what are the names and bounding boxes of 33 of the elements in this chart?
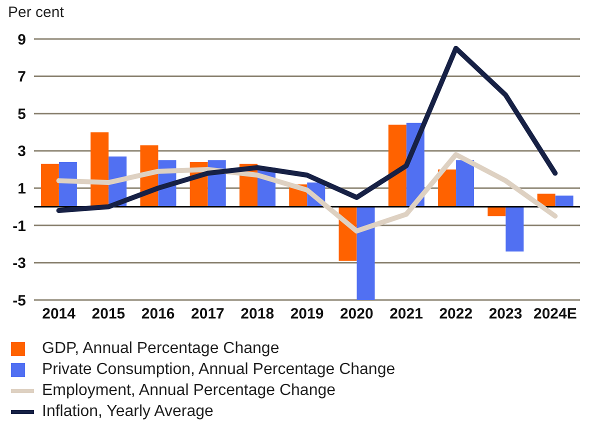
- x-tick-label: 2015: [92, 306, 126, 323]
- y-tick-label: 1: [18, 180, 26, 198]
- x-tick-label: 2018: [240, 306, 274, 323]
- bar: [456, 160, 474, 207]
- legend-label: GDP, Annual Percentage Change: [42, 340, 280, 358]
- x-tick-label: 2023: [488, 306, 522, 323]
- x-tick-label: 2020: [340, 306, 374, 323]
- bar: [40, 164, 59, 207]
- bar: [356, 206, 375, 300]
- legend-label: Private Consumption, Annual Percentage Change: [42, 361, 396, 379]
- x-tick-label: 2017: [191, 306, 224, 323]
- y-tick-label: -3: [12, 255, 26, 272]
- x-tick-label: 2022: [439, 306, 473, 323]
- x-tick-label: 2021: [390, 306, 423, 323]
- y-tick-label: 9: [18, 31, 26, 48]
- bar: [90, 132, 109, 207]
- text: Per cent: [8, 4, 64, 21]
- x-tick-label: 2016: [141, 306, 175, 323]
- y-tick-label: -5: [12, 292, 26, 310]
- bar: [555, 196, 574, 207]
- y-tick-label: 7: [18, 68, 26, 86]
- legend-label: Inflation, Yearly Average: [42, 403, 214, 421]
- y-tick-label: -1: [12, 218, 26, 235]
- x-tick-label: 2024E: [533, 306, 577, 323]
- bar: [388, 124, 406, 207]
- y-tick-label: 3: [18, 143, 26, 160]
- bar: [438, 170, 456, 207]
- x-tick-label: 2019: [290, 306, 324, 323]
- x-tick-label: 2014: [42, 306, 76, 323]
- y-tick-label: 5: [18, 106, 26, 123]
- bar: [488, 206, 506, 216]
- bar: [506, 206, 524, 252]
- legend-label: Employment, Annual Percentage Change: [42, 382, 336, 400]
